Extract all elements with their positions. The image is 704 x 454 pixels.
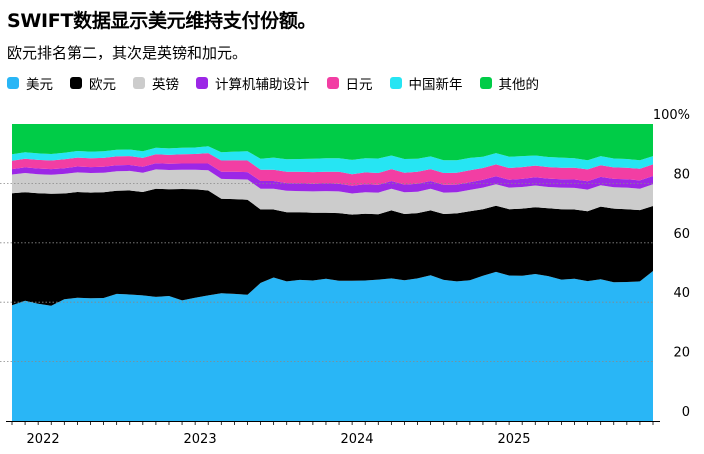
legend-swatch bbox=[389, 77, 402, 89]
legend-swatch bbox=[196, 77, 208, 89]
y-tick-label: 0 bbox=[682, 405, 690, 420]
y-tick-label: 100% bbox=[653, 108, 690, 123]
legend-label: 中国新年 bbox=[408, 77, 463, 93]
legend-label: 其他的 bbox=[498, 77, 540, 93]
area-series bbox=[12, 153, 653, 186]
legend-item: 中国新年 bbox=[389, 73, 463, 93]
legend-swatch bbox=[7, 77, 19, 89]
legend-label: 英镑 bbox=[152, 77, 179, 93]
area-series bbox=[12, 163, 653, 194]
area-series bbox=[12, 169, 653, 215]
legend-item: 欧元 bbox=[70, 73, 116, 93]
legend-label: 欧元 bbox=[89, 77, 116, 93]
legend-item: 其他的 bbox=[479, 73, 540, 93]
legend-item: 计算机辅助设计 bbox=[196, 73, 310, 93]
y-tick-label: 80 bbox=[673, 167, 690, 182]
area-series bbox=[12, 271, 653, 421]
chart-subtitle: 欧元排名第二，其次是英镑和加元。 bbox=[7, 44, 248, 62]
legend-label: 计算机辅助设计 bbox=[215, 77, 310, 93]
legend: 美元 欧元 英镑 计算机辅助设计 日元 中国新年 其他的 bbox=[7, 73, 556, 93]
x-tick-label: 2023 bbox=[184, 432, 217, 447]
y-tick-label: 40 bbox=[673, 286, 690, 301]
y-tick-label: 20 bbox=[673, 346, 690, 361]
x-axis: 2022 2023 2024 2025 bbox=[6, 421, 660, 447]
legend-swatch bbox=[70, 77, 82, 89]
legend-item: 美元 bbox=[7, 73, 53, 93]
x-tick-label: 2025 bbox=[497, 432, 530, 447]
legend-item: 英镑 bbox=[133, 73, 179, 93]
area-series bbox=[12, 124, 653, 161]
y-tick-label: 60 bbox=[673, 227, 690, 242]
x-tick-label: 2022 bbox=[27, 432, 60, 447]
chart-title: SWIFT数据显示美元维持支付份额。 bbox=[7, 10, 317, 32]
area-layers bbox=[12, 124, 653, 421]
legend-swatch bbox=[133, 77, 145, 89]
x-tick-label: 2024 bbox=[340, 432, 373, 447]
legend-label: 美元 bbox=[26, 77, 53, 93]
legend-swatch bbox=[326, 77, 339, 89]
y-axis-labels: 0 20 40 60 80 100% bbox=[653, 108, 690, 420]
area-series bbox=[12, 188, 653, 306]
gridlines bbox=[0, 182, 653, 363]
legend-swatch bbox=[479, 77, 492, 89]
legend-label: 日元 bbox=[345, 77, 373, 93]
legend-item: 日元 bbox=[326, 73, 373, 93]
area-series bbox=[12, 146, 653, 175]
